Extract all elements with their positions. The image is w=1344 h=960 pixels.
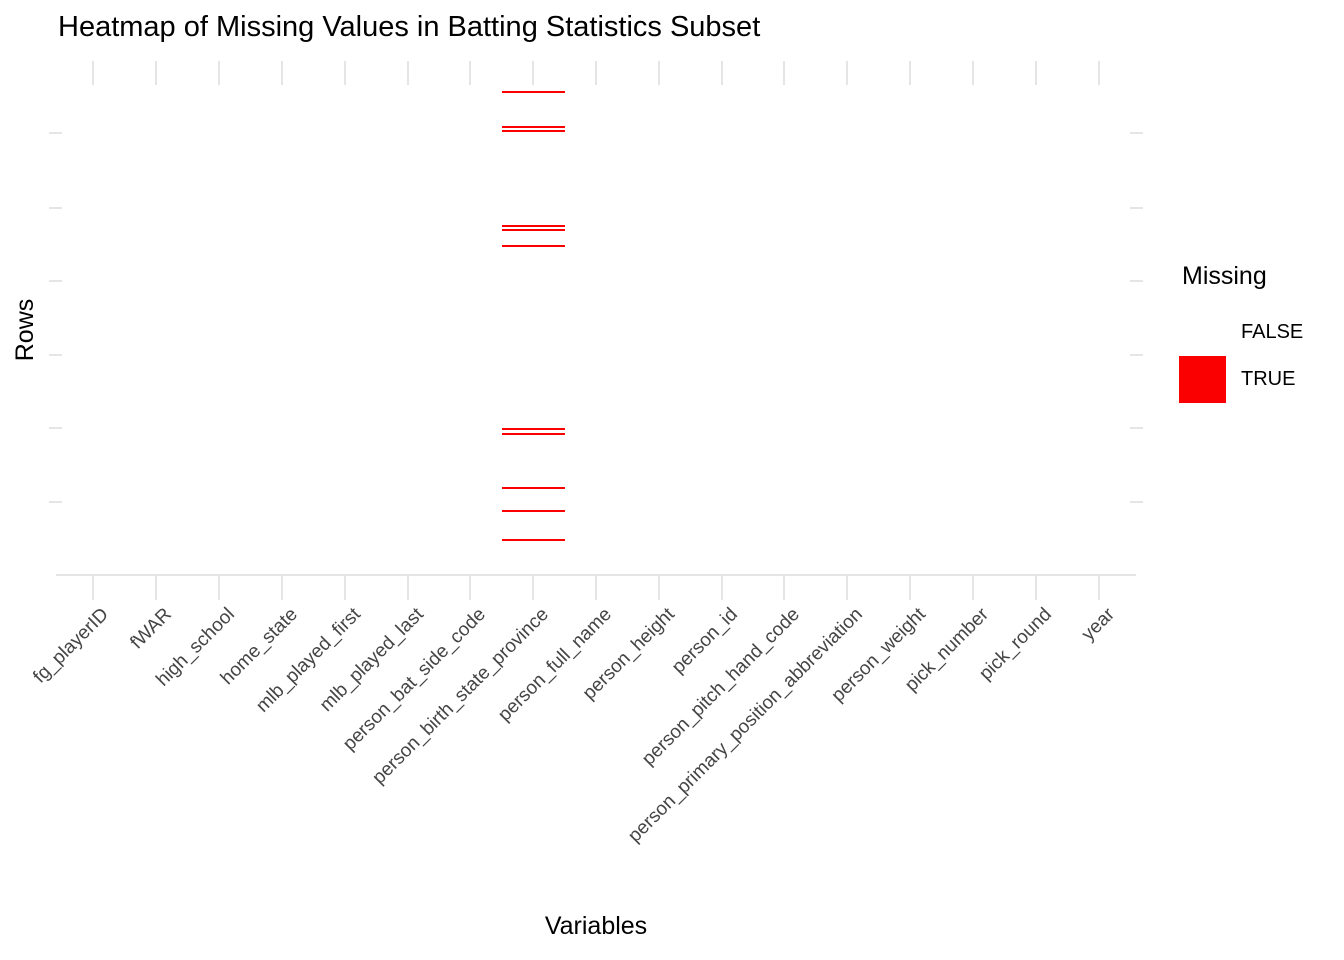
missing-cell-band (501, 487, 565, 489)
y-tick-right (1130, 427, 1143, 430)
legend-key-swatch (1179, 356, 1226, 403)
x-tick-label: person_id (667, 604, 742, 678)
y-tick-right (1130, 500, 1143, 503)
x-tick-bottom (406, 576, 409, 600)
y-tick-left (49, 206, 62, 209)
x-tick-bottom (155, 576, 158, 600)
legend-label: FALSE (1241, 321, 1304, 343)
x-tick-top (92, 61, 95, 85)
x-tick-top (280, 61, 283, 85)
legend-row: FALSE (1179, 309, 1303, 356)
y-axis-title: Rows (11, 298, 39, 362)
x-tick-top (909, 61, 912, 85)
x-tick-bottom (846, 576, 849, 600)
x-tick-top (469, 61, 472, 85)
x-axis-title: Variables (544, 912, 648, 940)
x-tick-bottom (1034, 576, 1037, 600)
x-tick-top (218, 61, 221, 85)
missing-cell-band (501, 229, 565, 231)
y-tick-left (49, 500, 62, 503)
x-tick-bottom (92, 576, 95, 600)
legend-title: Missing (1182, 262, 1267, 290)
x-tick-top (406, 61, 409, 85)
x-axis-line (56, 574, 1136, 576)
x-tick-top (595, 61, 597, 85)
x-tick-bottom (469, 576, 472, 600)
y-tick-right (1130, 280, 1143, 283)
x-tick-label: person_pitch_hand_code (638, 604, 805, 770)
x-tick-bottom (595, 576, 597, 600)
x-tick-label: year (1077, 604, 1119, 645)
missing-cell-band (501, 245, 565, 247)
legend-rows: FALSE TRUE (1179, 309, 1303, 403)
legend-label: TRUE (1241, 368, 1296, 390)
x-tick-top (971, 61, 974, 85)
missing-cell-band (501, 432, 565, 435)
x-tick-top (1097, 61, 1100, 85)
y-tick-left (49, 353, 62, 356)
x-tick-label: person_primary_position_abbreviation (624, 604, 868, 847)
x-tick-label: person_weight (827, 604, 930, 707)
x-tick-label: home_state (216, 604, 302, 690)
y-tick-right (1130, 353, 1143, 356)
x-tick-label: mlb_played_first (251, 604, 365, 717)
x-tick-top (657, 61, 660, 85)
x-tick-top (155, 61, 158, 85)
x-tick-top (343, 61, 346, 85)
x-tick-bottom (909, 576, 912, 600)
x-tick-bottom (971, 576, 974, 600)
x-tick-top (783, 61, 786, 85)
x-tick-bottom (280, 576, 283, 600)
x-tick-bottom (343, 576, 346, 600)
x-tick-label: mlb_played_last (315, 604, 428, 716)
y-tick-right (1130, 132, 1143, 135)
legend: Missing FALSE TRUE (1179, 262, 1303, 403)
x-tick-bottom (720, 576, 723, 600)
x-tick-top (532, 61, 535, 85)
x-tick-label: pick_number (901, 604, 993, 696)
x-tick-bottom (532, 576, 535, 600)
x-tick-top (1034, 61, 1037, 85)
x-tick-top (846, 61, 849, 85)
x-tick-label: person_bat_side_code (339, 604, 491, 755)
legend-row: TRUE (1179, 356, 1303, 403)
x-tick-bottom (657, 576, 660, 600)
legend-key-swatch (1179, 309, 1226, 356)
y-tick-left (49, 427, 62, 430)
missing-cell-band (501, 225, 565, 227)
missing-cell-band (501, 125, 565, 128)
x-tick-label: person_height (578, 604, 679, 705)
y-tick-left (49, 132, 62, 135)
y-tick-right (1130, 206, 1143, 209)
x-tick-top (720, 61, 723, 85)
missing-cell-band (501, 91, 565, 93)
missing-cell-band (501, 510, 565, 512)
x-tick-label: person_full_name (494, 604, 616, 726)
y-tick-left (49, 280, 62, 283)
missing-cell-band (501, 427, 565, 430)
x-tick-label: person_birth_state_province (368, 604, 554, 789)
x-tick-bottom (783, 576, 786, 600)
x-tick-bottom (218, 576, 221, 600)
chart-title: Heatmap of Missing Values in Batting Sta… (58, 11, 761, 43)
x-tick-label: pick_round (975, 604, 1056, 685)
missing-cell-band (501, 130, 565, 132)
missing-cell-band (501, 538, 565, 541)
x-tick-bottom (1097, 576, 1100, 600)
